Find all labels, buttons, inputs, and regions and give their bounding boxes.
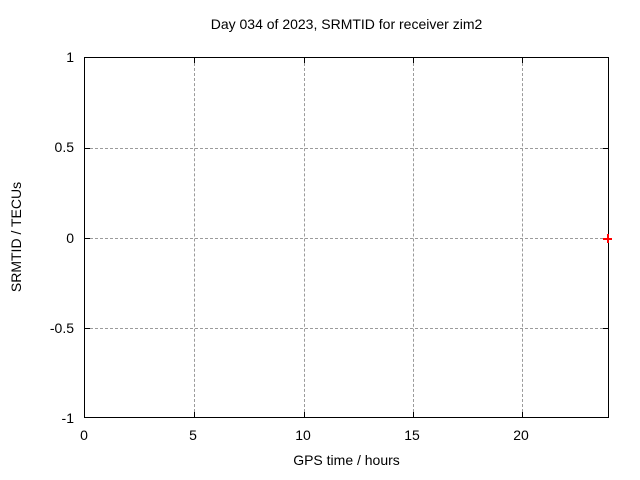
data-point-marker bbox=[603, 234, 612, 243]
x-tick-label: 5 bbox=[189, 427, 197, 443]
x-tick-label: 20 bbox=[513, 427, 529, 443]
chart-title: Day 034 of 2023, SRMTID for receiver zim… bbox=[210, 16, 483, 32]
x-tick-label: 10 bbox=[295, 427, 311, 443]
y-tick-label: 1 bbox=[66, 49, 74, 65]
marker-vertical-arm bbox=[606, 234, 609, 243]
tick-mark bbox=[522, 412, 523, 417]
y-tick-label: -0.5 bbox=[49, 320, 74, 336]
tick-mark bbox=[85, 148, 90, 149]
tick-mark bbox=[304, 412, 305, 417]
tick-mark bbox=[194, 412, 195, 417]
tick-mark bbox=[85, 238, 90, 239]
gridline-x-10 bbox=[304, 58, 305, 417]
gridline-x-5 bbox=[194, 58, 195, 417]
tick-mark bbox=[603, 148, 608, 149]
y-tick-label: 0.5 bbox=[54, 139, 74, 155]
x-tick-label: 0 bbox=[80, 427, 88, 443]
tick-mark bbox=[194, 58, 195, 63]
tick-mark bbox=[304, 58, 305, 63]
gridline-x-20 bbox=[522, 58, 523, 417]
plot-area bbox=[84, 57, 612, 418]
tick-mark bbox=[522, 58, 523, 63]
gridline-y-0.5 bbox=[85, 148, 608, 149]
y-tick-label: 0 bbox=[66, 230, 74, 246]
x-tick-label: 15 bbox=[404, 427, 420, 443]
tick-mark bbox=[413, 58, 414, 63]
tick-mark bbox=[85, 328, 90, 329]
y-tick-label: -1 bbox=[61, 410, 74, 426]
gridline-y-0 bbox=[85, 238, 608, 239]
tick-mark bbox=[413, 412, 414, 417]
x-axis-label: GPS time / hours bbox=[293, 452, 400, 468]
gridline-y--0.5 bbox=[85, 328, 608, 329]
gridline-x-15 bbox=[413, 58, 414, 417]
tick-mark bbox=[603, 328, 608, 329]
